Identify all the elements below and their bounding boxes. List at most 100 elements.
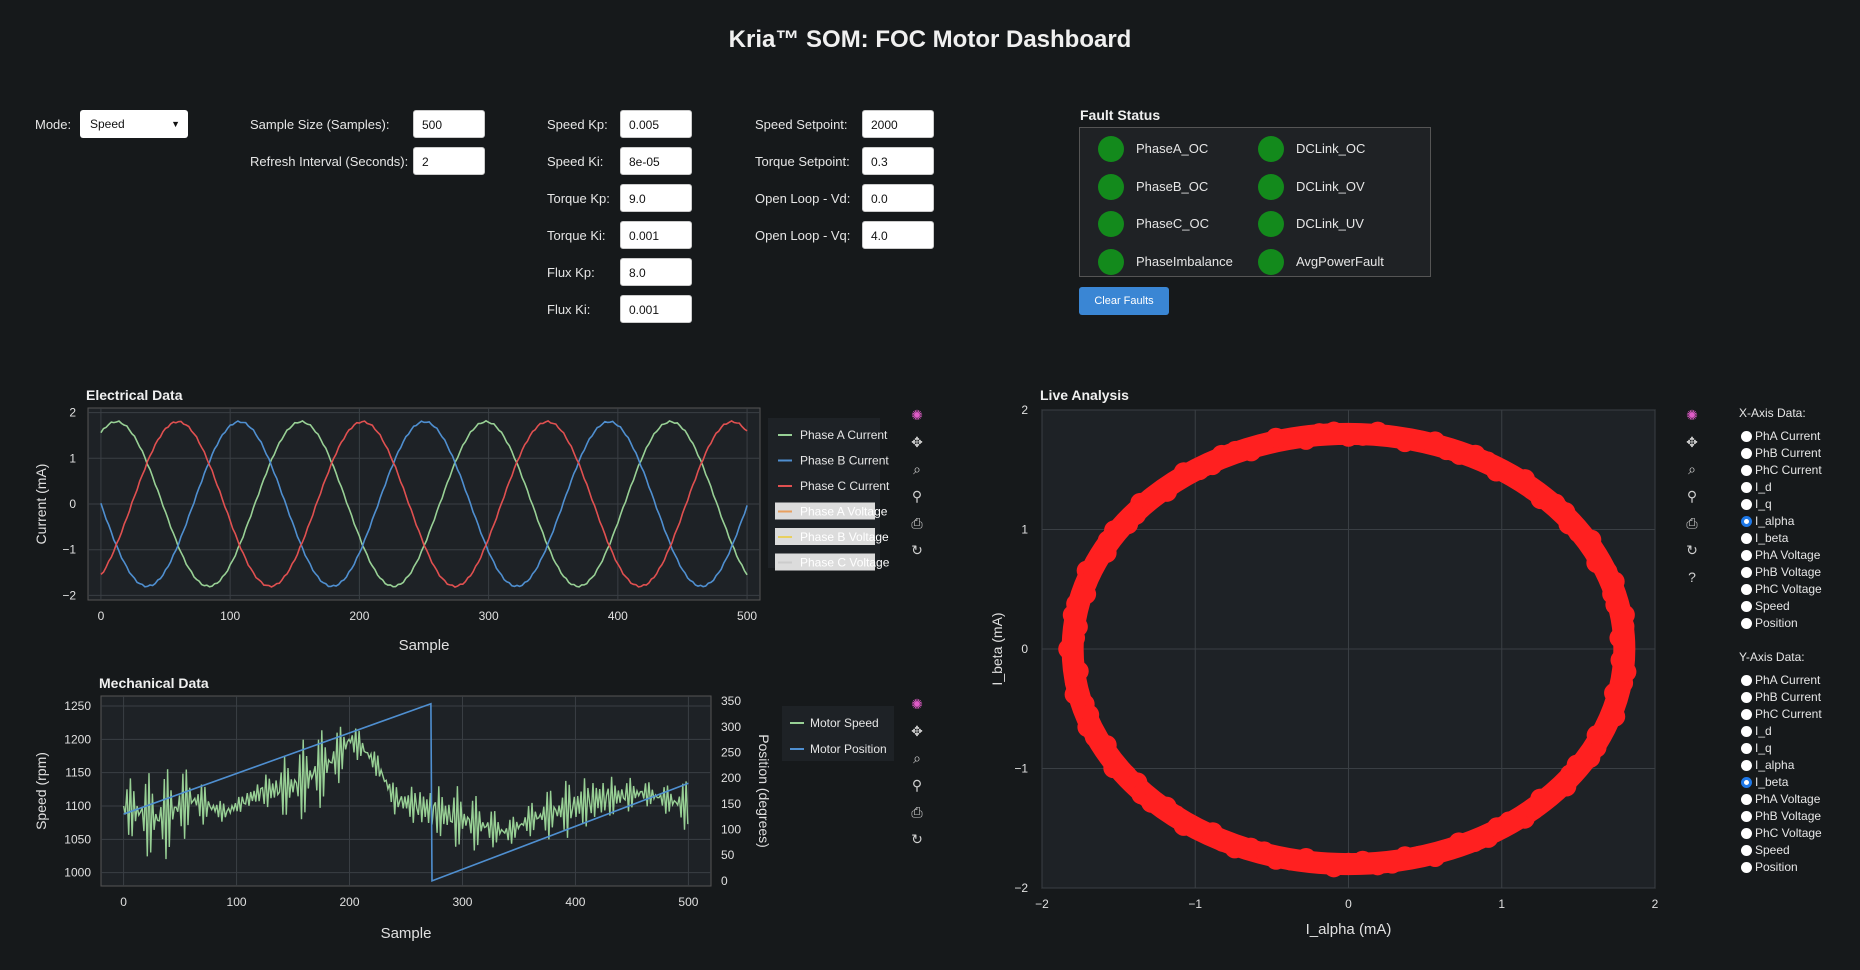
mechanical-wheel-zoom-icon[interactable]: ⚲ [911, 777, 923, 793]
radio-button[interactable] [1741, 465, 1752, 476]
legend-item-phase-b-voltage[interactable]: Phase B Voltage [800, 530, 889, 544]
y-axis-option-phb-voltage[interactable]: PhB Voltage [1741, 808, 1821, 824]
fault-led-dclink_uv [1258, 211, 1284, 237]
legend-item-phase-b-current[interactable]: Phase B Current [800, 454, 889, 468]
sample-size-input[interactable]: 500 [413, 110, 485, 138]
radio-button[interactable] [1741, 862, 1752, 873]
y2-tick-label: 300 [721, 720, 741, 734]
torque-ki-input[interactable]: 0.001 [620, 221, 692, 249]
radio-button[interactable] [1741, 533, 1752, 544]
open-loop-vd-input[interactable]: 0.0 [862, 184, 934, 212]
x-axis-option-speed[interactable]: Speed [1741, 598, 1790, 614]
radio-button[interactable] [1741, 794, 1752, 805]
mechanical-pan-icon[interactable]: ✥ [911, 723, 923, 739]
mechanical-reset-icon[interactable]: ↻ [911, 831, 923, 847]
radio-button[interactable] [1741, 692, 1752, 703]
speed-setpoint-input[interactable]: 2000 [862, 110, 934, 138]
mechanical-save-icon[interactable]: ⎙ [911, 804, 923, 820]
y-axis-option-phc-voltage[interactable]: PhC Voltage [1741, 825, 1822, 841]
radio-button[interactable] [1741, 499, 1752, 510]
electrical-wheel-zoom-icon[interactable]: ⚲ [911, 488, 923, 504]
x-axis-option-pha-voltage[interactable]: PhA Voltage [1741, 547, 1820, 563]
mode-select[interactable]: Speed ▼ [80, 110, 188, 138]
live-pan-icon[interactable]: ✥ [1686, 434, 1698, 450]
y-axis-option-phc-current[interactable]: PhC Current [1741, 706, 1822, 722]
radio-button[interactable] [1741, 675, 1752, 686]
y-tick-label: 0 [69, 497, 76, 511]
radio-button[interactable] [1741, 760, 1752, 771]
electrical-chart-title: Electrical Data [86, 387, 183, 403]
radio-button[interactable] [1741, 709, 1752, 720]
speed-kp-input[interactable]: 0.005 [620, 110, 692, 138]
radio-button[interactable] [1741, 567, 1752, 578]
legend-item-phase-c-voltage[interactable]: Phase C Voltage [800, 556, 890, 570]
legend-item-motor-position[interactable]: Motor Position [810, 742, 887, 756]
x-axis-option-phb-current[interactable]: PhB Current [1741, 445, 1821, 461]
scatter-point [1280, 850, 1301, 871]
radio-button[interactable] [1741, 777, 1752, 788]
radio-button[interactable] [1741, 431, 1752, 442]
clear-faults-button[interactable]: Clear Faults [1079, 287, 1169, 315]
radio-button[interactable] [1741, 601, 1752, 612]
x-axis-option-i_beta[interactable]: I_beta [1741, 530, 1788, 546]
x-axis-option-phc-voltage[interactable]: PhC Voltage [1741, 581, 1822, 597]
dashboard-title: Kria™ SOM: FOC Motor Dashboard [728, 26, 1132, 53]
electrical-pan-icon[interactable]: ✥ [911, 434, 923, 450]
electrical-reset-icon[interactable]: ↻ [911, 542, 923, 558]
radio-button[interactable] [1741, 726, 1752, 737]
radio-button[interactable] [1741, 550, 1752, 561]
legend-item-phase-c-current[interactable]: Phase C Current [800, 479, 890, 493]
y-axis-option-i_q[interactable]: I_q [1741, 740, 1772, 756]
radio-button[interactable] [1741, 516, 1752, 527]
fault-status-panel: PhaseA_OC PhaseB_OC PhaseC_OC PhaseImbalanc… [1079, 127, 1431, 277]
x-axis-option-position[interactable]: Position [1741, 615, 1798, 631]
x-axis-option-pha-current[interactable]: PhA Current [1741, 428, 1820, 444]
radio-button[interactable] [1741, 584, 1752, 595]
y-axis-option-speed[interactable]: Speed [1741, 842, 1790, 858]
x-axis-option-i_q[interactable]: I_q [1741, 496, 1772, 512]
legend-item-phase-a-voltage[interactable]: Phase A Voltage [800, 505, 888, 519]
radio-button[interactable] [1741, 811, 1752, 822]
legend-item-motor-speed[interactable]: Motor Speed [810, 716, 879, 730]
mechanical-box-zoom-icon[interactable]: ⌕ [913, 750, 921, 766]
live-save-icon[interactable]: ⎙ [1686, 515, 1698, 531]
y-axis-option-pha-current[interactable]: PhA Current [1741, 672, 1820, 688]
y-tick-label: 2 [1021, 403, 1028, 417]
legend-item-phase-a-current[interactable]: Phase A Current [800, 428, 888, 442]
radio-button[interactable] [1741, 743, 1752, 754]
refresh-interval-input[interactable]: 2 [413, 147, 485, 175]
radio-label: PhA Current [1755, 673, 1821, 687]
flux-ki-input[interactable]: 0.001 [620, 295, 692, 323]
speed-ki-input[interactable]: 8e-05 [620, 147, 692, 175]
y-axis-option-pha-voltage[interactable]: PhA Voltage [1741, 791, 1820, 807]
y-axis-option-phb-current[interactable]: PhB Current [1741, 689, 1821, 705]
live-reset-icon[interactable]: ↻ [1686, 542, 1698, 558]
torque-setpoint-input[interactable]: 0.3 [862, 147, 934, 175]
fault-label-phaseimbalance: PhaseImbalance [1136, 253, 1233, 269]
radio-button[interactable] [1741, 448, 1752, 459]
electrical-save-icon[interactable]: ⎙ [911, 515, 923, 531]
x-axis-option-phc-current[interactable]: PhC Current [1741, 462, 1822, 478]
flux-kp-input[interactable]: 8.0 [620, 258, 692, 286]
live-wheel-zoom-icon[interactable]: ⚲ [1686, 488, 1698, 504]
y-axis-option-i_d[interactable]: I_d [1741, 723, 1772, 739]
y-axis-option-i_beta[interactable]: I_beta [1741, 774, 1788, 790]
live-box-zoom-icon[interactable]: ⌕ [1688, 461, 1696, 477]
x-axis-option-phb-voltage[interactable]: PhB Voltage [1741, 564, 1821, 580]
y-axis-option-position[interactable]: Position [1741, 859, 1798, 875]
radio-button[interactable] [1741, 845, 1752, 856]
live-help-icon[interactable]: ? [1688, 569, 1696, 585]
x-axis-option-i_alpha[interactable]: I_alpha [1741, 513, 1794, 529]
radio-button[interactable] [1741, 482, 1752, 493]
radio-button[interactable] [1741, 618, 1752, 629]
radio-label: PhB Voltage [1755, 809, 1822, 823]
y-tick-label: −1 [62, 543, 76, 557]
electrical-box-zoom-icon[interactable]: ⌕ [913, 461, 921, 477]
mechanical-bokeh-logo-icon: ✺ [911, 696, 923, 712]
torque-kp-input[interactable]: 9.0 [620, 184, 692, 212]
open-loop-vq-input[interactable]: 4.0 [862, 221, 934, 249]
radio-button[interactable] [1741, 828, 1752, 839]
y-axis-option-i_alpha[interactable]: I_alpha [1741, 757, 1794, 773]
mechanical-plot-area [100, 695, 712, 887]
x-axis-option-i_d[interactable]: I_d [1741, 479, 1772, 495]
